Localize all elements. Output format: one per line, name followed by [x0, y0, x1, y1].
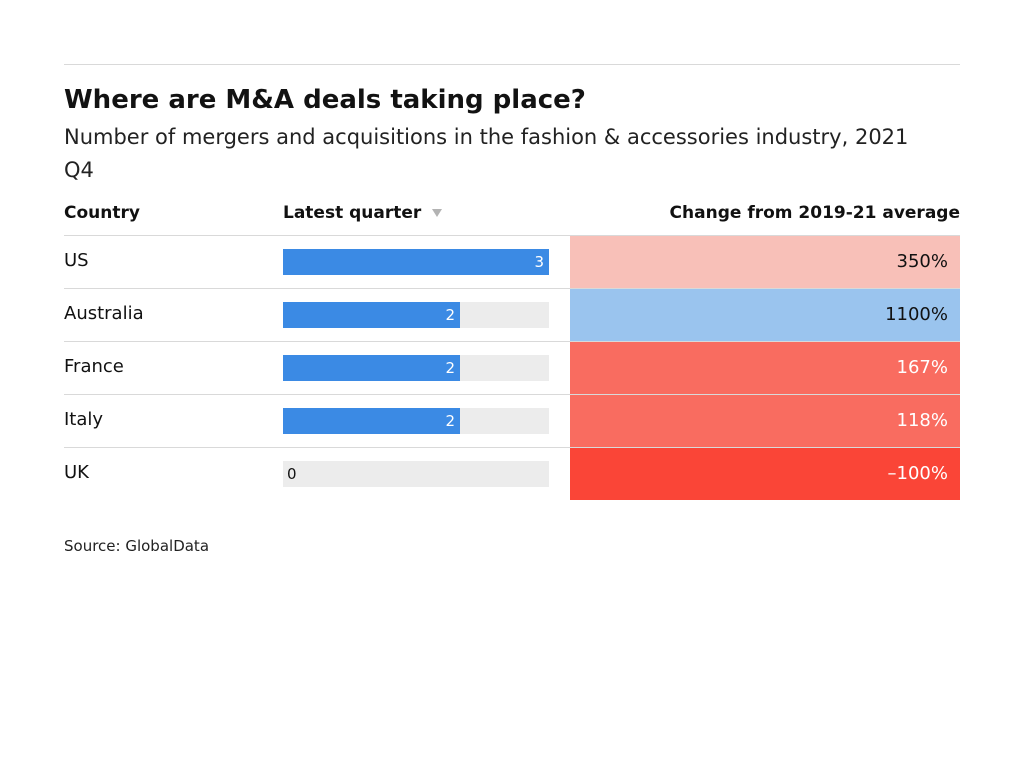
bar-track: 2 — [283, 408, 549, 434]
change-cell: 1100% — [570, 289, 960, 341]
bar-track: 3 — [283, 249, 549, 275]
sort-descending-icon[interactable] — [432, 209, 442, 217]
table-row: UK 0 –100% — [64, 448, 960, 500]
country-label: UK — [64, 462, 89, 483]
bar-mark — [283, 355, 460, 381]
change-cell: 350% — [570, 236, 960, 288]
bar-track: 0 — [283, 461, 549, 487]
table-row: France 2 167% — [64, 342, 960, 395]
table-row: Australia 2 1100% — [64, 289, 960, 342]
bar-value-label: 2 — [445, 412, 455, 430]
column-header-latest-quarter[interactable]: Latest quarter — [283, 203, 422, 223]
table-row: Italy 2 118% — [64, 395, 960, 448]
bar-value-label: 0 — [287, 465, 297, 483]
change-value-label: 167% — [896, 357, 948, 378]
country-label: Australia — [64, 303, 144, 324]
chart-subtitle: Number of mergers and acquisitions in th… — [64, 125, 909, 182]
bar-value-label: 2 — [445, 359, 455, 377]
bar-mark — [283, 249, 549, 275]
change-value-label: 350% — [896, 251, 948, 272]
country-label: US — [64, 250, 89, 271]
bar-value-label: 2 — [445, 306, 455, 324]
chart-container: Where are M&A deals taking place? Number… — [64, 64, 960, 500]
column-header-change[interactable]: Change from 2019-21 average — [669, 203, 960, 223]
bar-mark — [283, 408, 460, 434]
column-header-country[interactable]: Country — [64, 203, 140, 223]
country-label: France — [64, 356, 124, 377]
bar-track: 2 — [283, 302, 549, 328]
change-cell: 167% — [570, 342, 960, 394]
change-value-label: 1100% — [885, 304, 948, 325]
table-body: US 3 350% Australia 2 1100% France 2 167% Italy 2 1… — [64, 236, 960, 500]
change-cell: 118% — [570, 395, 960, 447]
change-value-label: –100% — [887, 463, 948, 484]
change-value-label: 118% — [896, 410, 948, 431]
chart-title: Where are M&A deals taking place? — [64, 85, 586, 115]
table-row: US 3 350% — [64, 236, 960, 289]
bar-mark — [283, 302, 460, 328]
bar-track: 2 — [283, 355, 549, 381]
change-cell: –100% — [570, 448, 960, 500]
bar-value-label: 3 — [534, 253, 544, 271]
top-rule — [64, 64, 960, 65]
source-note: Source: GlobalData — [64, 537, 210, 555]
table-header: Country Latest quarter Change from 2019-… — [64, 197, 960, 236]
country-label: Italy — [64, 409, 104, 430]
